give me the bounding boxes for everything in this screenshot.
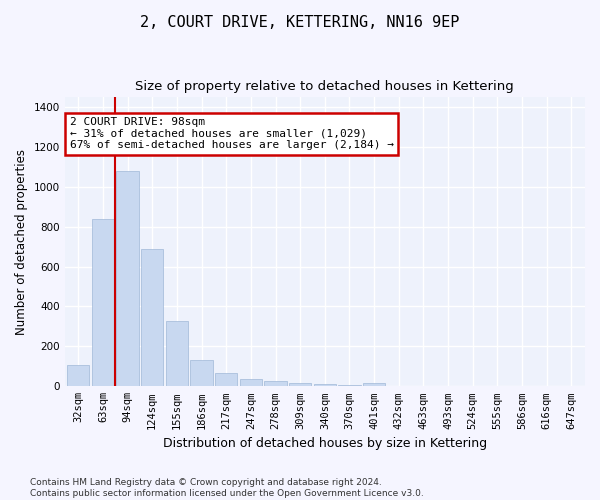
Bar	[265, 380, 287, 386]
Title: Size of property relative to detached houses in Kettering: Size of property relative to detached ho…	[136, 80, 514, 93]
X-axis label: Distribution of detached houses by size in Kettering: Distribution of detached houses by size …	[163, 437, 487, 450]
Bar	[190, 360, 212, 386]
Text: Contains HM Land Registry data © Crown copyright and database right 2024.
Contai: Contains HM Land Registry data © Crown c…	[30, 478, 424, 498]
Text: 2 COURT DRIVE: 98sqm
← 31% of detached houses are smaller (1,029)
67% of semi-de: 2 COURT DRIVE: 98sqm ← 31% of detached h…	[70, 117, 394, 150]
Bar	[141, 248, 163, 386]
Bar	[67, 366, 89, 386]
Bar	[363, 382, 385, 386]
Text: 2, COURT DRIVE, KETTERING, NN16 9EP: 2, COURT DRIVE, KETTERING, NN16 9EP	[140, 15, 460, 30]
Bar	[92, 218, 114, 386]
Bar	[314, 384, 336, 386]
Bar	[338, 384, 361, 386]
Bar	[116, 171, 139, 386]
Y-axis label: Number of detached properties: Number of detached properties	[15, 148, 28, 334]
Bar	[289, 382, 311, 386]
Bar	[240, 379, 262, 386]
Bar	[166, 322, 188, 386]
Bar	[215, 374, 237, 386]
